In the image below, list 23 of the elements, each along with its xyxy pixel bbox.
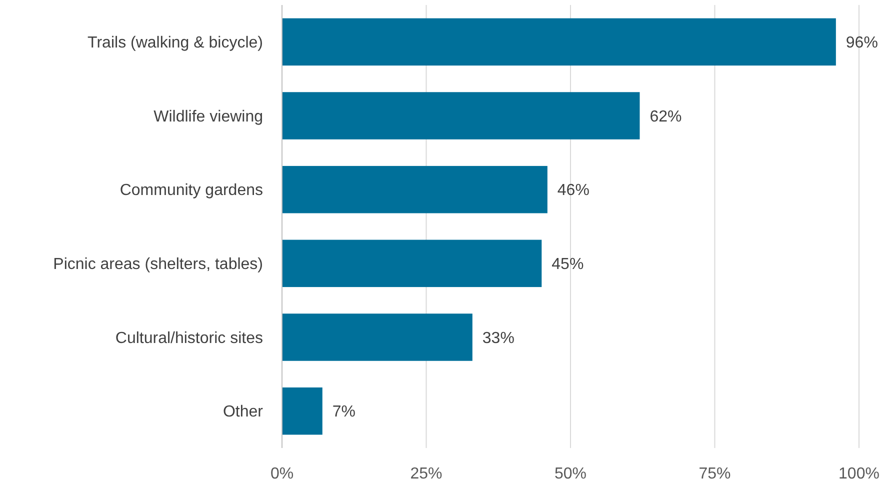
- bar: [282, 240, 542, 288]
- bar: [282, 387, 322, 435]
- data-label: 62%: [650, 108, 682, 126]
- y-tick-label: Picnic areas (shelters, tables): [53, 256, 263, 274]
- x-tick-label: 50%: [554, 466, 587, 483]
- x-tick-label: 0%: [270, 466, 294, 483]
- x-tick-label: 25%: [410, 466, 442, 483]
- bar: [282, 166, 548, 214]
- x-tick-label: 100%: [838, 466, 880, 483]
- y-tick-label: Wildlife viewing: [154, 108, 263, 126]
- y-tick-label: Cultural/historic sites: [115, 330, 263, 347]
- bar: [282, 18, 836, 66]
- data-label: 7%: [332, 404, 356, 421]
- data-label: 96%: [846, 34, 878, 52]
- data-label: 46%: [557, 182, 590, 200]
- y-tick-label: Other: [222, 404, 264, 421]
- bar: [282, 314, 472, 361]
- data-label: 33%: [482, 330, 514, 347]
- bar: [282, 92, 640, 140]
- x-tick-label: 75%: [698, 466, 731, 483]
- y-tick-label: Community gardens: [120, 182, 263, 200]
- data-label: 45%: [552, 256, 584, 274]
- y-tick-label: Trails (walking & bicycle): [88, 34, 263, 52]
